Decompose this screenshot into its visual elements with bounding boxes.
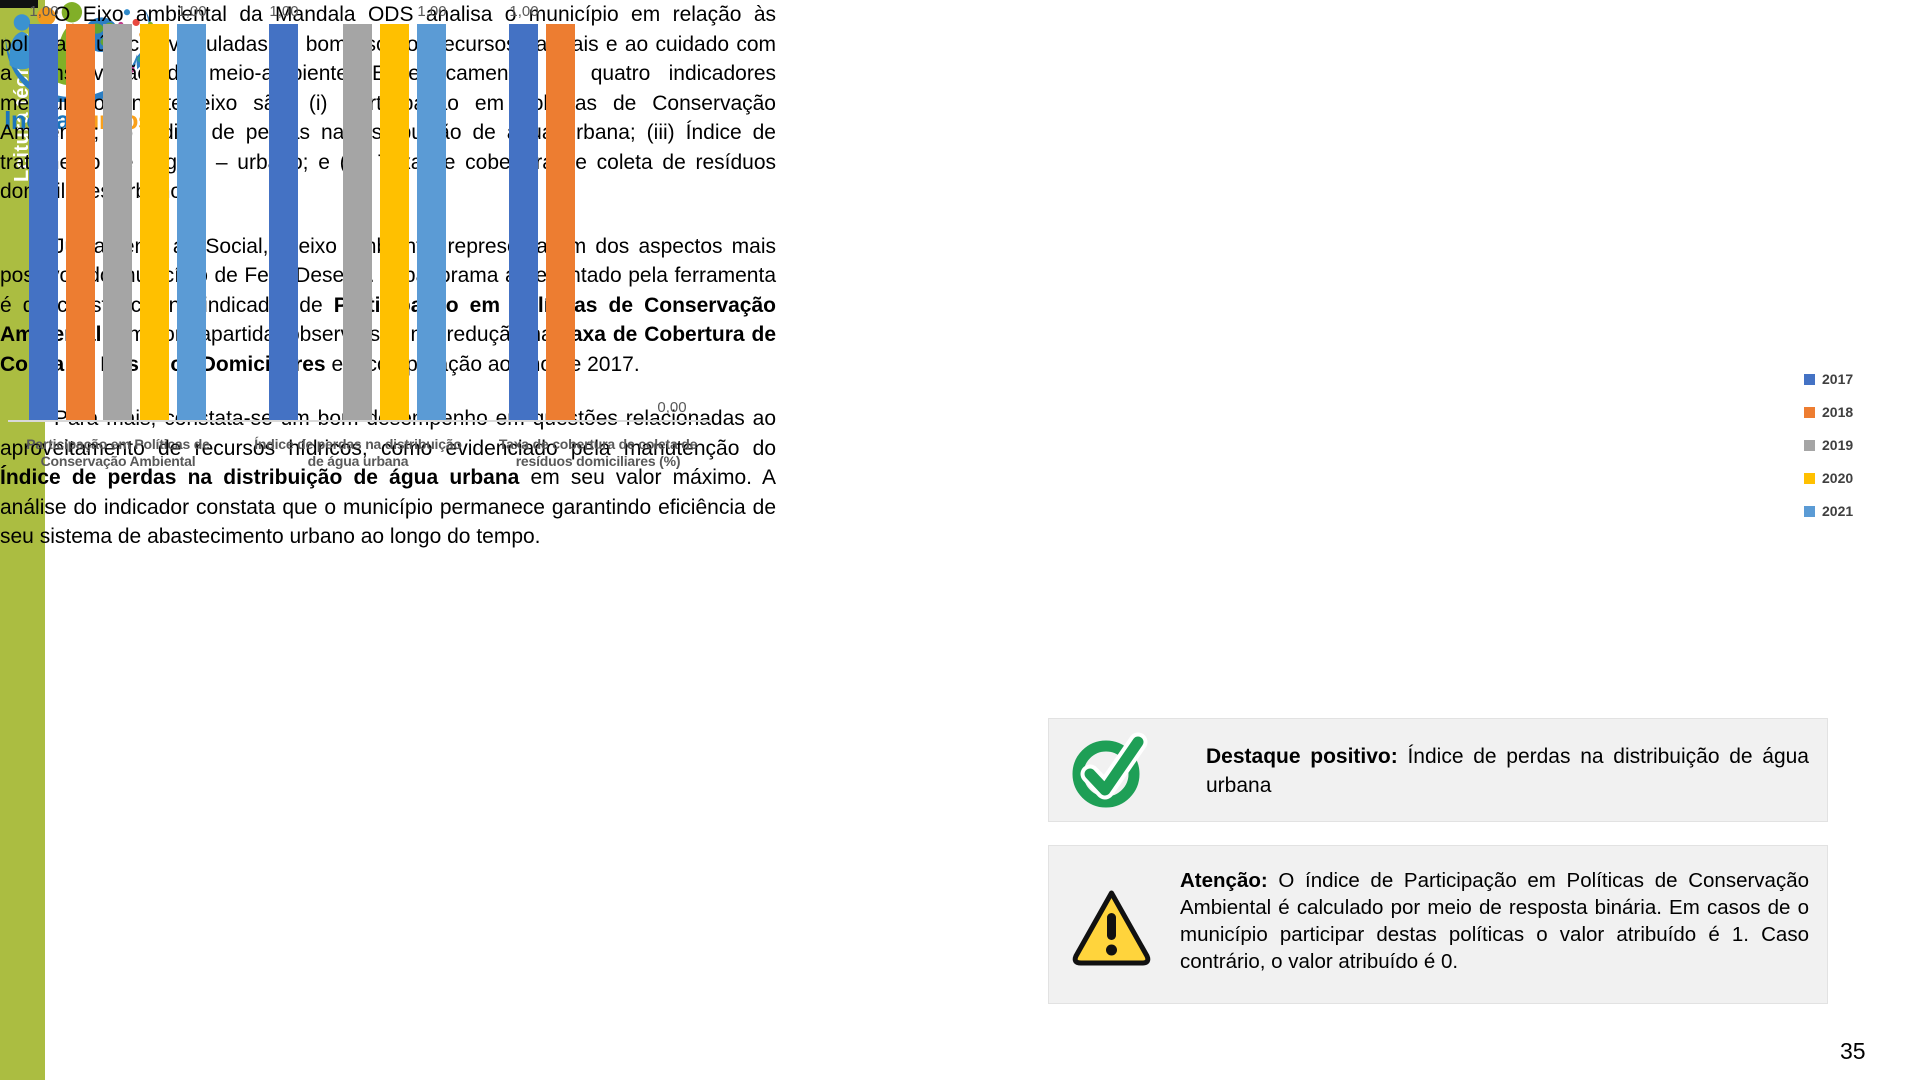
- positive-callout-lead: Destaque positivo:: [1206, 745, 1398, 768]
- warning-callout-lead: Atenção:: [1180, 869, 1268, 892]
- warning-triangle-icon: [1069, 886, 1154, 973]
- bar-2017-cat2: [269, 24, 298, 420]
- bar-2020-cat2: [380, 24, 409, 420]
- legend-label: 2019: [1822, 437, 1854, 453]
- data-label: 1,00: [417, 3, 447, 20]
- positive-callout: Destaque positivo: Índice de perdas na d…: [1048, 718, 1828, 822]
- category-label: Participação em Políticas de Conservação…: [26, 436, 210, 469]
- check-circle-icon: [1068, 729, 1152, 818]
- bold-text-run: Índice de perdas na distribuição de água…: [0, 466, 520, 489]
- legend-swatch: [1804, 506, 1815, 517]
- legend-label: 2018: [1822, 404, 1854, 420]
- legend-label: 2017: [1822, 371, 1854, 387]
- warning-callout: Atenção: O índice de Participação em Pol…: [1048, 845, 1828, 1004]
- text-run: em seu valor máximo. A análise do indica…: [0, 466, 776, 548]
- bar-2019-cat2: [343, 24, 372, 420]
- bar-2017-cat3: [509, 24, 538, 420]
- legend-label: 2020: [1822, 470, 1854, 486]
- category-label: Índice de perdas na distribuição de água…: [254, 436, 462, 469]
- page-number: 35: [1840, 1038, 1866, 1064]
- data-label: 1,00: [509, 3, 539, 20]
- legend-label: 2021: [1822, 503, 1854, 519]
- bar-2019-cat1: [103, 24, 132, 420]
- bar-2021-cat2: [417, 24, 446, 420]
- warning-callout-body: O índice de Participação em Políticas de…: [1180, 869, 1809, 973]
- paragraph: Para mais, constata-se um bom desempenho…: [0, 404, 776, 552]
- category-label: Taxa de cobertura de coleta de resíduos …: [498, 436, 698, 469]
- data-label: 1,00: [269, 3, 299, 20]
- indicators-bar-chart: 1,00 1,00 1,00 1,00 1,00 0,00 Participação em …: [0, 0, 775, 500]
- data-label: 1,00: [177, 3, 207, 20]
- text-run: Para mais, constata-se um bom desempenho…: [0, 407, 776, 460]
- bar-2020-cat1: [140, 24, 169, 420]
- legend-swatch: [1804, 440, 1815, 451]
- bar-2021-cat1: [177, 24, 206, 420]
- legend-swatch: [1804, 407, 1815, 418]
- legend-swatch: [1804, 374, 1815, 385]
- legend-swatch: [1804, 473, 1815, 484]
- data-label: 0,00: [657, 399, 687, 416]
- bar-2018-cat3: [546, 24, 575, 420]
- positive-callout-body: Índice de perdas na distribuição de água…: [1206, 745, 1809, 797]
- positive-callout-text: Destaque positivo: Índice de perdas na d…: [1206, 742, 1809, 800]
- bar-2017-cat1: [29, 24, 58, 420]
- title-dash: [0, 0, 38, 8]
- bar-2018-cat1: [66, 24, 95, 420]
- data-label: 1,00: [29, 3, 59, 20]
- warning-callout-text: Atenção: O índice de Participação em Pol…: [1180, 867, 1809, 975]
- chart-axis-line: [8, 420, 712, 422]
